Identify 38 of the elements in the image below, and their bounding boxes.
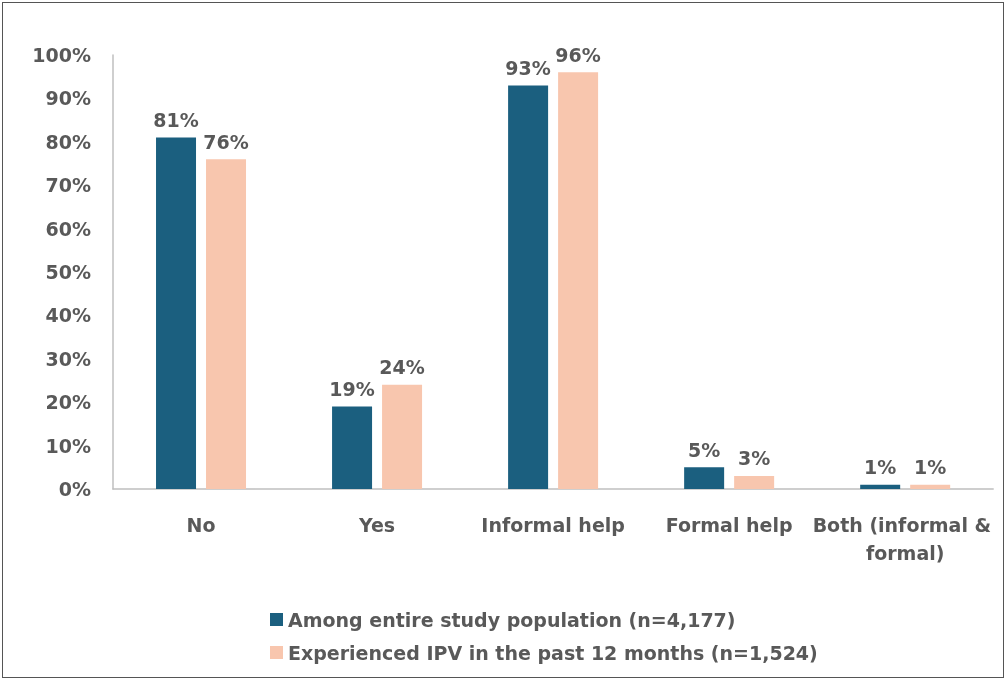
legend-label: Experienced IPV in the past 12 months (n=1,524) [288,641,818,664]
x-tick-label: Yes [357,514,396,536]
y-tick-label: 100% [32,44,91,66]
data-label: 1% [914,456,947,479]
data-label: 24% [379,356,425,379]
bar [558,72,599,489]
data-label: 81% [153,108,199,131]
bar [910,484,951,489]
y-tick-label: 60% [45,217,91,240]
data-label: 19% [329,378,375,401]
y-tick-label: 40% [45,304,91,327]
data-label: 76% [203,130,249,153]
x-tick-label: Formal help [665,514,793,536]
bar [206,159,247,489]
y-tick-label: 0% [58,478,91,500]
bar [734,475,775,489]
x-tick-label: Both (informal & formal) [812,514,998,564]
y-tick-label: 20% [45,391,91,414]
y-tick-label: 90% [45,87,91,110]
bar [684,467,725,489]
data-label: 5% [688,438,721,461]
data-label: 96% [555,43,601,66]
bar [382,384,423,489]
bar [508,85,549,489]
data-label: 3% [738,447,771,470]
y-tick-label: 10% [45,434,91,457]
y-tick-label: 50% [45,261,91,283]
bar [332,406,373,489]
data-label: 1% [864,456,897,479]
data-label: 93% [505,56,551,79]
bar [156,137,197,489]
legend-label: Among entire study population (n=4,177) [288,608,736,631]
y-tick-label: 70% [45,174,91,197]
x-tick-label: No [186,514,216,536]
bar [860,484,901,489]
y-tick-label: 30% [45,347,91,370]
y-tick-label: 80% [45,130,91,153]
x-tick-label: Informal help [481,514,625,536]
